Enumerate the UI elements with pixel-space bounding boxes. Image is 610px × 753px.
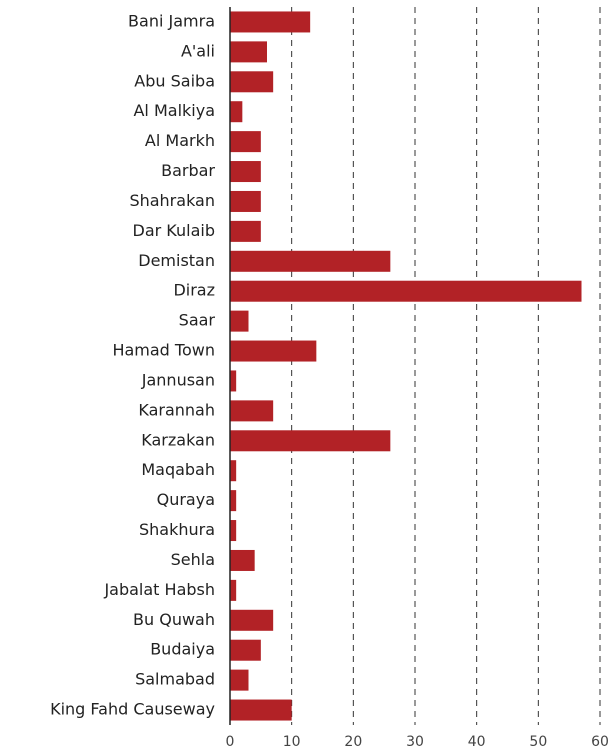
bar [230,430,391,452]
y-tick-label: Shahrakan [129,191,215,210]
y-tick-label: Budaiya [150,640,215,659]
bar [230,11,311,33]
y-tick-label: Sehla [171,550,215,569]
y-tick-label: A'ali [181,41,215,60]
y-tick-label: King Fahd Causeway [50,700,215,719]
bar [230,41,267,63]
y-tick-label: Karzakan [141,430,215,449]
bar [230,579,237,601]
bar [230,669,249,691]
bar [230,71,274,93]
bar [230,639,261,661]
bar [230,101,243,123]
x-tick-label: 10 [283,734,301,750]
bar [230,520,237,542]
bar [230,340,317,362]
y-tick-label: Shakhura [139,520,215,539]
bar [230,190,261,212]
bar [230,310,249,332]
bar [230,699,292,721]
y-tick-label: Barbar [161,161,215,180]
bar [230,400,274,422]
y-tick-label: Saar [179,311,216,330]
bar [230,549,255,571]
bar [230,250,391,272]
y-tick-label: Jannusan [141,370,215,389]
x-tick-label: 40 [468,734,486,750]
y-tick-label: Bu Quwah [133,610,215,629]
bar [230,131,261,153]
y-tick-label: Al Markh [145,131,215,150]
bar [230,220,261,242]
x-tick-label: 60 [591,734,609,750]
y-tick-label: Abu Saiba [134,71,215,90]
y-tick-label: Bani Jamra [128,11,215,30]
y-tick-label: Diraz [173,281,215,300]
bar [230,609,274,631]
y-tick-label: Al Malkiya [133,101,215,120]
bar [230,490,237,512]
bar [230,161,261,183]
y-tick-label: Maqabah [141,460,215,479]
y-tick-label: Karannah [138,400,215,419]
bar [230,460,237,482]
x-tick-label: 20 [344,734,362,750]
y-tick-label: Dar Kulaib [133,221,215,240]
x-tick-label: 30 [406,734,424,750]
bar [230,280,582,302]
bar [230,370,237,392]
y-tick-label: Demistan [138,251,215,270]
y-tick-label: Salmabad [135,670,215,689]
y-tick-label: Quraya [157,490,215,509]
y-tick-label: Hamad Town [112,341,215,360]
x-tick-label: 50 [529,734,547,750]
x-tick-label: 0 [226,734,235,750]
y-tick-label: Jabalat Habsh [103,580,215,599]
